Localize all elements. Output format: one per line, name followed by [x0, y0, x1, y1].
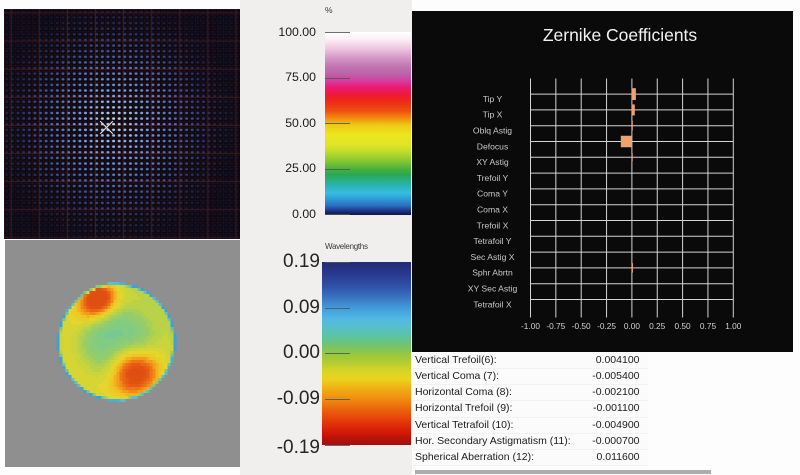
svg-text:0.00: 0.00: [624, 321, 641, 331]
svg-text:Trefoil Y: Trefoil Y: [477, 173, 509, 183]
svg-text:1.00: 1.00: [725, 321, 742, 331]
svg-text:Coma Y: Coma Y: [477, 189, 508, 199]
svg-text:0.75: 0.75: [700, 321, 717, 331]
svg-text:Tip X: Tip X: [483, 110, 503, 120]
svg-text:Trefoil X: Trefoil X: [477, 220, 509, 230]
svg-text:XY Sec Astig: XY Sec Astig: [468, 284, 518, 294]
svg-text:0.25: 0.25: [649, 321, 666, 331]
svg-text:Tetrafoil X: Tetrafoil X: [473, 299, 511, 309]
svg-text:Sec Astig X: Sec Astig X: [471, 252, 515, 262]
svg-text:Sphr Abrtn: Sphr Abrtn: [472, 268, 513, 278]
svg-text:XY Astig: XY Astig: [476, 157, 509, 167]
svg-text:Tetrafoil Y: Tetrafoil Y: [473, 236, 511, 246]
svg-text:0.50: 0.50: [675, 321, 692, 331]
svg-text:-0.75: -0.75: [546, 321, 565, 331]
svg-text:-1.00: -1.00: [521, 321, 540, 331]
svg-text:-0.50: -0.50: [572, 321, 591, 331]
svg-text:Coma X: Coma X: [477, 205, 508, 215]
svg-text:Oblq Astig: Oblq Astig: [473, 126, 512, 136]
svg-text:Defocus: Defocus: [477, 141, 509, 151]
svg-text:Tip Y: Tip Y: [483, 94, 503, 104]
svg-text:-0.25: -0.25: [597, 321, 616, 331]
